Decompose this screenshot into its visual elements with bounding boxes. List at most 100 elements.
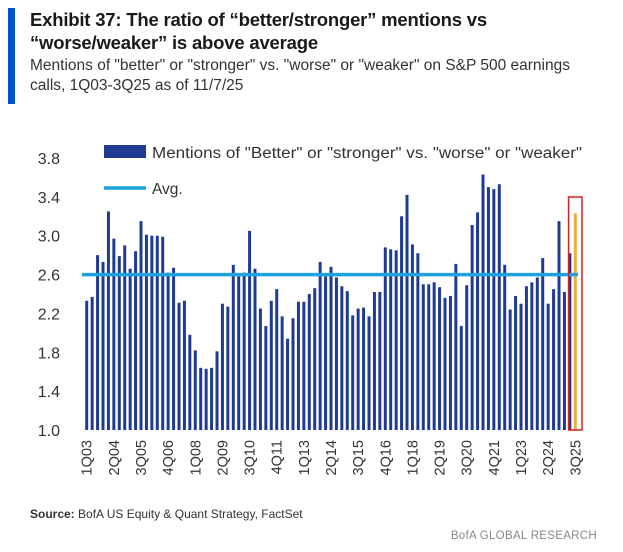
x-tick-label: 3Q10 [243,440,259,475]
x-tick-label: 3Q15 [351,440,367,475]
bar-3Q24 [552,289,556,430]
bar-3Q22 [508,309,512,430]
x-tick-label: 4Q11 [270,440,286,474]
bar-3Q14 [334,277,338,430]
bar-4Q14 [340,286,344,430]
bar-4Q13 [318,261,322,430]
legend-bar-swatch [104,145,146,158]
source-label: Source: [30,507,75,521]
bar-2Q10 [242,272,246,430]
bar-2Q17 [394,250,398,430]
bar-3Q09 [226,306,230,430]
y-tick-label: 2.6 [38,268,60,285]
bar-4Q22 [514,295,518,430]
bar-2Q11 [264,326,268,430]
bar-2Q22 [503,264,507,430]
x-tick-label: 3Q20 [460,440,476,475]
y-tick-label: 2.2 [38,306,60,323]
y-tick-label: 1.4 [38,384,60,401]
bar-2Q20 [459,326,463,430]
bar-2Q08 [199,367,203,430]
bar-1Q06 [150,235,154,430]
bar-2Q19 [438,287,442,430]
highlight-box [567,196,583,431]
bar-1Q11 [258,308,262,430]
bar-3Q10 [248,230,252,430]
bar-1Q07 [172,267,176,430]
bar-2Q09 [220,303,224,430]
bar-chart: 1.0 1.4 1.8 2.2 2.6 3.0 3.4 3.8 1Q03 2Q04 3Q05 4Q0… [38,145,584,475]
bar-2Q07 [177,302,181,430]
x-tick-label: 1Q18 [405,440,421,475]
y-tick-label: 1.8 [38,345,60,362]
exhibit-subtitle: Mentions of "better" or "stronger" vs. "… [30,57,570,94]
bar-3Q20 [465,285,469,430]
bar-4Q08 [210,367,214,430]
bar-4Q19 [448,295,452,430]
y-tick-label: 3.4 [38,190,60,207]
bar-4Q05 [144,234,148,430]
bar-2Q13 [307,294,311,430]
bar-3Q25 [573,213,577,430]
bar-series [85,174,577,430]
bar-1Q18 [410,244,414,430]
bar-3Q23 [530,282,534,430]
bar-1Q21 [476,212,480,430]
bar-3Q11 [269,300,273,430]
x-tick-label: 3Q05 [134,440,150,475]
bar-1Q22 [497,184,501,430]
bar-2Q15 [351,315,355,430]
bar-3Q15 [356,308,360,430]
bar-4Q06 [166,272,170,430]
bar-2Q21 [481,174,485,430]
x-tick-label: 1Q23 [514,440,530,475]
bar-3Q03 [96,255,100,430]
bar-1Q05 [128,268,132,430]
bar-4Q18 [427,284,431,430]
bar-3Q08 [204,368,208,430]
bar-4Q21 [492,189,496,430]
bar-1Q12 [280,316,284,430]
bar-1Q23 [519,303,523,430]
bar-3Q18 [421,284,425,430]
bar-4Q03 [101,261,105,430]
bar-1Q03 [85,300,89,430]
bar-1Q19 [432,282,436,430]
bar-2Q06 [155,235,159,430]
source-note: Source: BofA US Equity & Quant Strategy,… [30,507,303,521]
y-axis: 1.0 1.4 1.8 2.2 2.6 3.0 3.4 3.8 [38,151,60,440]
legend-bar-label: Mentions of "Better" or "stronger" vs. "… [152,145,582,162]
bar-2Q25 [568,253,572,430]
x-tick-label: 1Q03 [80,440,96,475]
bar-1Q04 [106,211,110,430]
x-tick-label: 4Q16 [378,440,394,475]
source-text: BofA US Equity & Quant Strategy, FactSet [78,507,303,521]
bar-1Q14 [324,276,328,430]
bar-4Q04 [123,245,127,430]
bar-1Q16 [367,316,371,430]
bar-4Q17 [405,194,409,430]
bar-1Q24 [541,258,545,430]
bar-2Q23 [524,286,528,430]
bar-1Q10 [237,276,241,430]
y-tick-label: 3.8 [38,151,60,168]
bar-1Q17 [389,249,393,430]
bar-3Q17 [400,216,404,430]
x-tick-label: 1Q13 [297,440,313,475]
bar-3Q05 [139,221,143,430]
x-tick-label: 1Q08 [188,440,204,475]
bar-1Q09 [215,351,219,430]
x-tick-label: 2Q09 [215,440,231,475]
bar-4Q07 [188,334,192,430]
y-tick-label: 1.0 [38,423,60,440]
bar-4Q15 [362,307,366,430]
bar-2Q24 [546,303,550,430]
legend: Mentions of "Better" or "stronger" vs. "… [104,145,582,198]
x-tick-label: 4Q21 [487,440,503,475]
bar-1Q20 [454,263,458,430]
bar-4Q20 [470,225,474,430]
brand-label: BofA GLOBAL RESEARCH [450,530,597,542]
bar-2Q03 [90,296,94,430]
bar-4Q24 [557,221,561,430]
bar-4Q09 [231,264,235,430]
